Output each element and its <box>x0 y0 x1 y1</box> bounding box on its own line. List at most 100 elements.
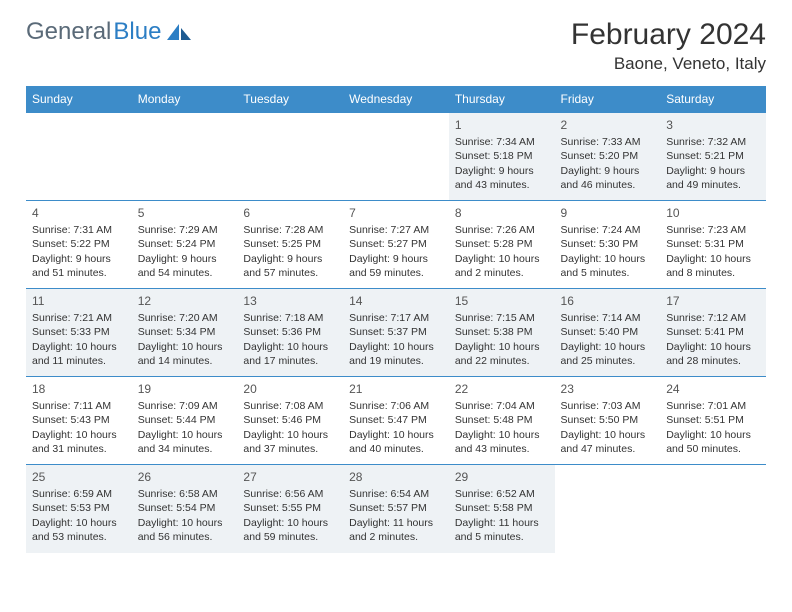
weekday-header: Tuesday <box>237 86 343 113</box>
daylight-text: and 34 minutes. <box>138 442 232 456</box>
calendar-day-cell: 24Sunrise: 7:01 AMSunset: 5:51 PMDayligh… <box>660 377 766 465</box>
daylight-text: and 31 minutes. <box>32 442 126 456</box>
daylight-text: Daylight: 10 hours <box>455 252 549 266</box>
sunrise-text: Sunrise: 6:54 AM <box>349 487 443 501</box>
daylight-text: and 17 minutes. <box>243 354 337 368</box>
daylight-text: and 22 minutes. <box>455 354 549 368</box>
calendar-day-cell: 16Sunrise: 7:14 AMSunset: 5:40 PMDayligh… <box>555 289 661 377</box>
sunrise-text: Sunrise: 7:18 AM <box>243 311 337 325</box>
day-number: 22 <box>455 381 549 397</box>
daylight-text: and 25 minutes. <box>561 354 655 368</box>
day-number: 28 <box>349 469 443 485</box>
daylight-text: and 53 minutes. <box>32 530 126 544</box>
day-number: 26 <box>138 469 232 485</box>
day-number: 5 <box>138 205 232 221</box>
day-number: 6 <box>243 205 337 221</box>
daylight-text: Daylight: 10 hours <box>32 516 126 530</box>
sunrise-text: Sunrise: 7:32 AM <box>666 135 760 149</box>
calendar-empty-cell <box>660 465 766 553</box>
calendar-day-cell: 20Sunrise: 7:08 AMSunset: 5:46 PMDayligh… <box>237 377 343 465</box>
calendar-day-cell: 9Sunrise: 7:24 AMSunset: 5:30 PMDaylight… <box>555 201 661 289</box>
day-number: 16 <box>561 293 655 309</box>
daylight-text: and 8 minutes. <box>666 266 760 280</box>
sunset-text: Sunset: 5:20 PM <box>561 149 655 163</box>
sunset-text: Sunset: 5:43 PM <box>32 413 126 427</box>
calendar-day-cell: 27Sunrise: 6:56 AMSunset: 5:55 PMDayligh… <box>237 465 343 553</box>
daylight-text: Daylight: 9 hours <box>138 252 232 266</box>
weekday-header: Friday <box>555 86 661 113</box>
daylight-text: and 47 minutes. <box>561 442 655 456</box>
sunset-text: Sunset: 5:33 PM <box>32 325 126 339</box>
sunrise-text: Sunrise: 7:31 AM <box>32 223 126 237</box>
daylight-text: Daylight: 10 hours <box>561 252 655 266</box>
daylight-text: and 19 minutes. <box>349 354 443 368</box>
sunrise-text: Sunrise: 7:23 AM <box>666 223 760 237</box>
sunset-text: Sunset: 5:21 PM <box>666 149 760 163</box>
sunset-text: Sunset: 5:37 PM <box>349 325 443 339</box>
sunrise-text: Sunrise: 7:21 AM <box>32 311 126 325</box>
calendar-day-cell: 28Sunrise: 6:54 AMSunset: 5:57 PMDayligh… <box>343 465 449 553</box>
weekday-header: Monday <box>132 86 238 113</box>
daylight-text: and 43 minutes. <box>455 178 549 192</box>
calendar-body: 1Sunrise: 7:34 AMSunset: 5:18 PMDaylight… <box>26 113 766 553</box>
daylight-text: Daylight: 11 hours <box>455 516 549 530</box>
daylight-text: and 59 minutes. <box>349 266 443 280</box>
sunrise-text: Sunrise: 7:06 AM <box>349 399 443 413</box>
logo: GeneralBlue <box>26 18 193 46</box>
calendar-day-cell: 1Sunrise: 7:34 AMSunset: 5:18 PMDaylight… <box>449 113 555 201</box>
calendar-day-cell: 12Sunrise: 7:20 AMSunset: 5:34 PMDayligh… <box>132 289 238 377</box>
calendar-day-cell: 29Sunrise: 6:52 AMSunset: 5:58 PMDayligh… <box>449 465 555 553</box>
day-number: 18 <box>32 381 126 397</box>
day-number: 10 <box>666 205 760 221</box>
title-block: February 2024 Baone, Veneto, Italy <box>571 18 766 74</box>
calendar-day-cell: 13Sunrise: 7:18 AMSunset: 5:36 PMDayligh… <box>237 289 343 377</box>
sunrise-text: Sunrise: 6:56 AM <box>243 487 337 501</box>
calendar-week-row: 11 Sunrise: 7:21 AMSunset: 5:33 PM Dayligh… <box>26 289 766 377</box>
day-number: 17 <box>666 293 760 309</box>
calendar-day-cell: 5Sunrise: 7:29 AMSunset: 5:24 PMDaylight… <box>132 201 238 289</box>
sunset-text: Sunset: 5:27 PM <box>349 237 443 251</box>
calendar-empty-cell <box>237 113 343 201</box>
sunrise-text: Sunrise: 7:29 AM <box>138 223 232 237</box>
daylight-text: and 50 minutes. <box>666 442 760 456</box>
sunrise-text: Sunrise: 7:01 AM <box>666 399 760 413</box>
daylight-text: and 28 minutes. <box>666 354 760 368</box>
daylight-text: Daylight: 10 hours <box>138 340 232 354</box>
calendar-week-row: 1Sunrise: 7:34 AMSunset: 5:18 PMDaylight… <box>26 113 766 201</box>
daylight-text: and 56 minutes. <box>138 530 232 544</box>
day-number: 9 <box>561 205 655 221</box>
logo-text-2: Blue <box>113 18 161 46</box>
day-number: 15 <box>455 293 549 309</box>
daylight-text: Daylight: 10 hours <box>455 340 549 354</box>
weekday-header: Sunday <box>26 86 132 113</box>
header-row: GeneralBlue February 2024 Baone, Veneto,… <box>26 18 766 74</box>
daylight-text: Daylight: 10 hours <box>666 428 760 442</box>
daylight-text: and 37 minutes. <box>243 442 337 456</box>
daylight-text: Daylight: 10 hours <box>349 340 443 354</box>
daylight-text: and 5 minutes. <box>455 530 549 544</box>
daylight-text: Daylight: 9 hours <box>349 252 443 266</box>
calendar-day-cell: 26Sunrise: 6:58 AMSunset: 5:54 PMDayligh… <box>132 465 238 553</box>
calendar-day-cell: 2Sunrise: 7:33 AMSunset: 5:20 PMDaylight… <box>555 113 661 201</box>
daylight-text: Daylight: 10 hours <box>455 428 549 442</box>
daylight-text: Daylight: 10 hours <box>243 516 337 530</box>
day-number: 23 <box>561 381 655 397</box>
sunset-text: Sunset: 5:28 PM <box>455 237 549 251</box>
sunset-text: Sunset: 5:30 PM <box>561 237 655 251</box>
daylight-text: Daylight: 10 hours <box>32 428 126 442</box>
sunset-text: Sunset: 5:22 PM <box>32 237 126 251</box>
day-number: 2 <box>561 117 655 133</box>
day-number: 19 <box>138 381 232 397</box>
calendar-day-cell: 6Sunrise: 7:28 AMSunset: 5:25 PMDaylight… <box>237 201 343 289</box>
calendar-table: SundayMondayTuesdayWednesdayThursdayFrid… <box>26 86 766 553</box>
calendar-day-cell: 4Sunrise: 7:31 AMSunset: 5:22 PMDaylight… <box>26 201 132 289</box>
sunset-text: Sunset: 5:57 PM <box>349 501 443 515</box>
calendar-day-cell: 11Sunrise: 7:21 AMSunset: 5:33 PMDayligh… <box>26 289 132 377</box>
weekday-header: Wednesday <box>343 86 449 113</box>
day-number: 11 <box>32 293 126 309</box>
calendar-day-cell: 14Sunrise: 7:17 AMSunset: 5:37 PMDayligh… <box>343 289 449 377</box>
calendar-day-cell: 19Sunrise: 7:09 AMSunset: 5:44 PMDayligh… <box>132 377 238 465</box>
daylight-text: and 49 minutes. <box>666 178 760 192</box>
location-subtitle: Baone, Veneto, Italy <box>571 54 766 74</box>
calendar-day-cell: 25Sunrise: 6:59 AMSunset: 5:53 PMDayligh… <box>26 465 132 553</box>
